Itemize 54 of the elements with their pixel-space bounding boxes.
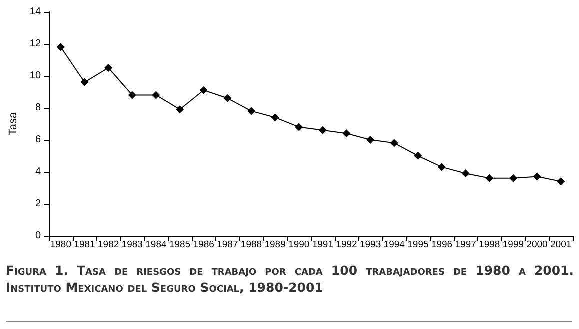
text: Figura 1. Tasa de riesgos de trabajo por cada 100 trabajadores de 1980 a 2001. Instituto Mexicano del Seguro Social, 1980-2001 xyxy=(6,262,574,296)
x-tick-label: 1986 xyxy=(193,240,214,250)
x-tick-label: 1988 xyxy=(240,240,262,250)
x-tick-label: 1991 xyxy=(312,240,334,250)
y-tick-label: 0 xyxy=(35,230,42,242)
point xyxy=(176,106,184,114)
point xyxy=(509,174,518,182)
y-tick-label: 2 xyxy=(35,198,42,210)
y-tick-label: 10 xyxy=(30,70,42,82)
point xyxy=(462,170,470,178)
point xyxy=(224,94,232,102)
x-tick-label: 1999 xyxy=(502,240,524,250)
point xyxy=(80,78,89,86)
point xyxy=(56,43,65,52)
x-tick-label: 1987 xyxy=(217,240,238,250)
point xyxy=(128,91,136,100)
x-tick-label: 2001 xyxy=(550,240,572,250)
x-tick-label: 1998 xyxy=(479,240,500,250)
x-tick-label: 2000 xyxy=(526,240,548,250)
x-tick-label: 1997 xyxy=(455,240,476,250)
y-axis-title: Tasa xyxy=(8,112,20,136)
y-tick-label: 8 xyxy=(35,102,42,114)
y-tick-label: 14 xyxy=(30,6,42,18)
x-tick-label: 1990 xyxy=(288,240,310,250)
x-tick-label: 1982 xyxy=(98,240,120,250)
point xyxy=(295,123,304,132)
point xyxy=(557,178,566,186)
x-tick-label: 1981 xyxy=(74,240,96,250)
point xyxy=(414,152,422,160)
y-tick-label: 12 xyxy=(30,38,42,50)
point xyxy=(533,172,542,181)
y-tick-label: 6 xyxy=(35,134,42,146)
x-tick-label: 1995 xyxy=(408,240,429,250)
point xyxy=(366,136,375,144)
point xyxy=(200,86,208,94)
y-tick-label: 4 xyxy=(35,166,42,178)
x-tick-label: 1984 xyxy=(146,240,167,250)
x-tick-label: 1994 xyxy=(384,240,405,250)
point xyxy=(486,174,494,182)
point xyxy=(438,163,446,172)
point xyxy=(318,126,327,134)
x-tick-label: 1989 xyxy=(264,240,286,250)
point xyxy=(104,64,113,72)
point xyxy=(247,107,256,116)
x-tick-label: 1985 xyxy=(169,240,191,250)
x-tick-label: 1992 xyxy=(336,240,358,250)
point xyxy=(390,139,398,148)
point xyxy=(271,114,280,122)
x-tick-label: 1993 xyxy=(360,240,382,250)
x-tick-label: 1980 xyxy=(50,240,72,250)
x-tick-label: 1996 xyxy=(431,240,453,250)
point xyxy=(152,91,160,100)
point xyxy=(342,130,351,138)
x-tick-label: 1983 xyxy=(122,240,143,250)
